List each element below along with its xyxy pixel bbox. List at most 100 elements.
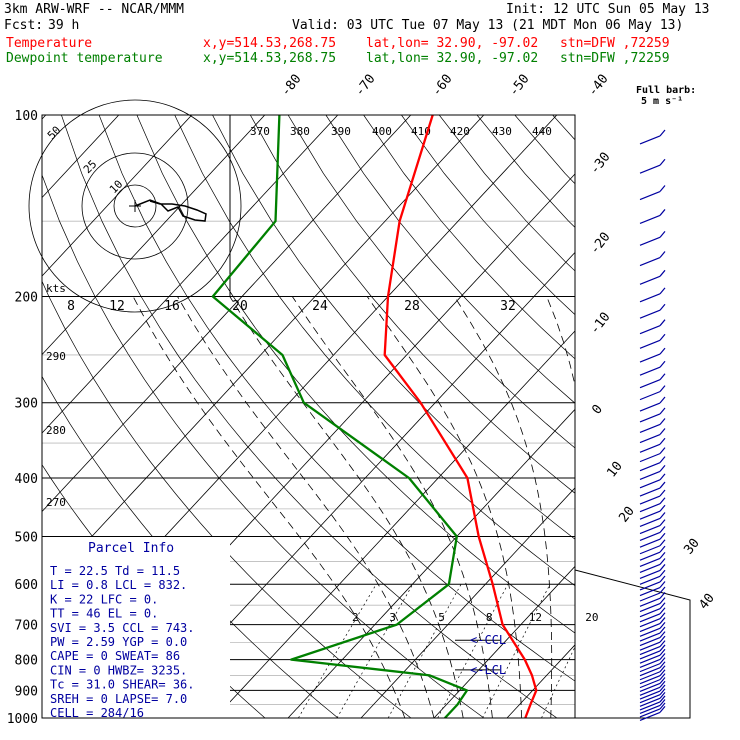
wind-barb-flag	[659, 428, 666, 435]
dewpoint-profile	[211, 115, 469, 718]
wind-barb-flag	[659, 552, 666, 559]
wind-barb	[639, 164, 661, 174]
wind-barb-flag	[659, 465, 666, 472]
wind-barb	[639, 135, 661, 145]
wind-barb	[639, 413, 661, 423]
isotherm-line	[433, 565, 575, 718]
wind-barb-flag	[659, 695, 666, 703]
wind-barb-flag	[659, 569, 666, 577]
isotherm-line	[214, 330, 575, 718]
mixing-ratio-line	[387, 584, 462, 718]
plot-frame	[41, 114, 576, 719]
forecast-label: Fcst:	[4, 18, 44, 33]
parcel-info-row: LI = 0.8 LCL = 832.	[50, 578, 187, 592]
wind-barb	[639, 679, 661, 689]
mixing-ratio-line	[298, 584, 377, 718]
wind-barb-flag	[659, 481, 666, 489]
wind-barb	[639, 704, 661, 715]
wind-barb-flag	[659, 473, 666, 481]
wind-barb	[639, 538, 661, 548]
wind-barb-flag	[659, 677, 666, 684]
parcel-info-title: Parcel Info	[88, 541, 174, 556]
wind-barb-flag	[659, 591, 666, 599]
wind-barb-flag	[659, 607, 666, 615]
moist-adiabat	[454, 296, 553, 718]
wind-barb	[639, 517, 661, 528]
wind-barb-flag	[659, 575, 666, 583]
wind-barb-flag	[659, 526, 666, 533]
temperature-tick-label: -20	[587, 230, 613, 258]
wind-barb-flag	[659, 504, 666, 512]
wind-barb-flag	[659, 661, 666, 669]
wind-barb-flag	[659, 287, 666, 295]
wind-barb	[639, 667, 661, 677]
wind-barb	[639, 618, 661, 628]
wind-barb-flag	[659, 396, 666, 404]
wind-barb-flag	[659, 699, 666, 706]
wind-barbs	[639, 129, 666, 721]
wind-barb	[639, 353, 661, 363]
hodograph-ring	[28, 99, 242, 313]
hodograph-trace	[134, 199, 207, 222]
wind-barb-flag	[659, 360, 666, 368]
isotherm-line	[42, 115, 339, 434]
wind-barb-flag	[659, 631, 666, 638]
hodograph-speed-tick: 20	[232, 299, 248, 314]
temperature-tick-label: 10	[604, 459, 625, 481]
ccl-label: <-CCL	[470, 633, 506, 647]
dry-adiabat	[42, 280, 412, 718]
wind-barb-flag	[659, 333, 666, 341]
wind-barb-flag	[659, 617, 666, 624]
barb-key-line2: 5 m s⁻¹	[641, 96, 683, 107]
wind-barb	[639, 592, 661, 602]
wind-barb	[639, 563, 661, 574]
wind-barb	[639, 575, 661, 585]
dewpoint-station: stn=DFW ,72259	[560, 51, 670, 66]
model-title: 3km ARW-WRF -- NCAR/MMM	[4, 2, 185, 17]
wind-barb	[639, 701, 661, 711]
hodograph-speed-tick: 32	[500, 299, 516, 314]
parcel-info-row: CELL = 284/16	[50, 706, 144, 720]
wind-barb-flag	[659, 597, 666, 604]
hodograph-speed-tick: 16	[164, 299, 180, 314]
dry-adiabat	[325, 115, 575, 404]
mixing-ratio-label: 3	[389, 611, 396, 624]
hodograph-speed-tick: 24	[312, 299, 328, 314]
wind-barb	[639, 632, 661, 642]
wind-barb	[639, 623, 661, 633]
wind-barb	[639, 646, 661, 656]
dewpoint-xy: x,y=514.53,268.75	[203, 51, 337, 66]
temperature-tick-label: -70	[352, 72, 378, 100]
hodograph-speed-tick: 12	[109, 299, 125, 314]
temperature-tick-label: 20	[616, 504, 637, 526]
wind-barb	[639, 708, 661, 718]
pressure-tick-label: 700	[15, 619, 38, 634]
wind-barb	[639, 581, 661, 591]
temperature-tick-label: -10	[587, 310, 613, 338]
wind-barb-flag	[659, 673, 666, 681]
init-time: Init: 12 UTC Sun 05 May 13	[506, 2, 710, 17]
wind-barb-flag	[659, 539, 666, 547]
wind-barb-flag	[659, 602, 666, 610]
dry-adiabat	[552, 115, 575, 141]
parcel-info-row: T = 22.5 Td = 11.5	[50, 564, 180, 578]
wind-barb	[639, 479, 661, 489]
mixing-ratio-label: 8	[486, 611, 493, 624]
dewpoint-latlon: lat,lon= 32.90, -97.02	[366, 51, 539, 66]
theta-label: 270	[46, 496, 66, 509]
wind-barb-flag	[659, 684, 666, 692]
dewpoint-legend: Dewpoint temperature	[6, 51, 163, 66]
barb-key-line1: Full barb:	[636, 85, 696, 96]
theta-label: 420	[450, 125, 470, 138]
dry-adiabat	[212, 115, 575, 540]
wind-barb	[639, 711, 661, 721]
parcel-info-row: TT = 46 EL = 0.	[50, 607, 158, 621]
series-layer	[211, 115, 538, 718]
moist-adiabat	[177, 296, 435, 718]
wind-barb-flag	[659, 319, 666, 327]
moist-adiabat	[366, 296, 522, 718]
isotherm-line	[360, 487, 575, 718]
wind-barb-flag	[659, 644, 666, 652]
dry-adiabat	[666, 115, 740, 718]
